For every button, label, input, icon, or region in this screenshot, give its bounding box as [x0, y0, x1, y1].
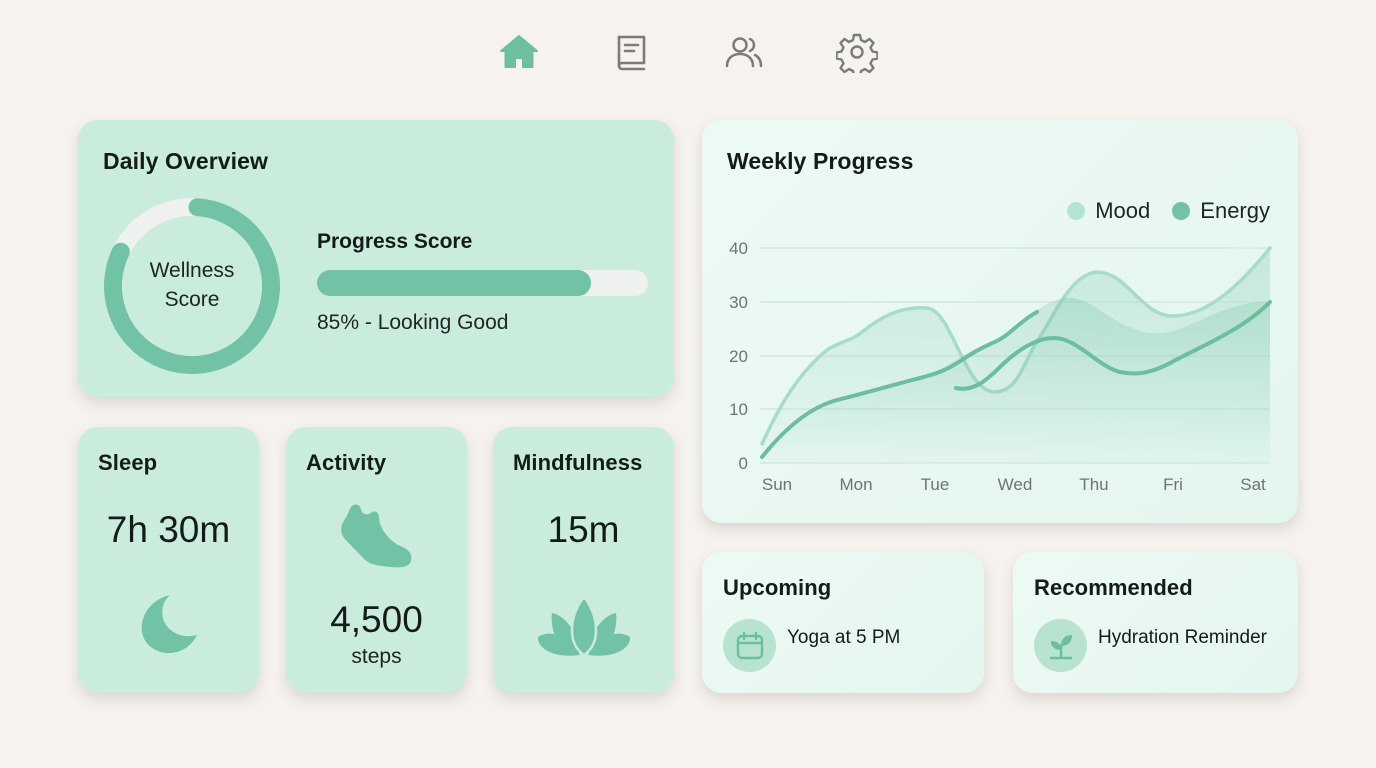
sleep-card[interactable]: Sleep 7h 30m [78, 427, 259, 693]
svg-text:Mon: Mon [839, 475, 872, 494]
calendar-icon [736, 631, 763, 659]
wellness-score-label: Wellness Score [102, 256, 282, 314]
progress-score-title: Progress Score [317, 230, 473, 253]
svg-text:Tue: Tue [921, 475, 950, 494]
home-icon [500, 35, 538, 68]
wellness-label-line1: Wellness [149, 259, 235, 282]
upcoming-title: Upcoming [723, 575, 832, 600]
progress-bar-fill [317, 270, 591, 296]
sprout-icon [1049, 634, 1072, 659]
energy-area [762, 297, 1270, 463]
legend-dot-mood [1067, 202, 1086, 220]
mindfulness-card[interactable]: Mindfulness 15m [493, 427, 674, 693]
svg-text:10: 10 [729, 400, 748, 419]
upcoming-item[interactable]: Yoga at 5 PM [787, 627, 901, 648]
chart-legend: Mood Energy [1045, 198, 1270, 224]
wellness-label-line2: Score [164, 288, 220, 311]
svg-text:Fri: Fri [1163, 475, 1183, 494]
svg-text:Thu: Thu [1079, 475, 1108, 494]
recommended-card[interactable]: Recommended Hydration Reminder [1013, 552, 1298, 693]
legend-item-energy[interactable]: Energy [1172, 198, 1270, 224]
sleep-value: 7h 30m [106, 509, 231, 550]
top-nav [0, 30, 1376, 76]
sleep-title: Sleep [98, 450, 158, 475]
svg-text:0: 0 [739, 454, 748, 473]
wellness-score-ring [104, 198, 280, 374]
legend-label-energy: Energy [1200, 198, 1270, 223]
legend-item-mood[interactable]: Mood [1067, 198, 1150, 224]
daily-overview-card[interactable]: Daily Overview Wellness Score Progress S… [78, 120, 674, 397]
weekly-progress-title: Weekly Progress [727, 148, 914, 174]
legend-dot-energy [1172, 202, 1191, 220]
mindfulness-value: 15m [547, 509, 620, 550]
y-axis-labels: 40 30 20 10 0 [729, 239, 748, 473]
mindfulness-title: Mindfulness [513, 450, 643, 475]
energy-line [760, 310, 1039, 459]
nav-home-button[interactable] [497, 30, 541, 74]
activity-card[interactable]: Activity 4,500 steps [286, 427, 467, 693]
x-axis-labels: Sun Mon Tue Wed Thu Fri Sat [762, 475, 1266, 494]
svg-text:Sat: Sat [1240, 475, 1266, 494]
nav-settings-button[interactable] [835, 30, 879, 74]
book-icon [617, 35, 646, 71]
weekly-progress-chart[interactable]: 40 30 20 10 0 Sun Mon Tue Wed Thu Fri Sa… [702, 120, 1298, 523]
recommended-title: Recommended [1034, 575, 1193, 600]
energy-line-b [954, 300, 1272, 391]
lotus-icon [538, 595, 630, 657]
activity-title: Activity [306, 450, 387, 475]
users-icon [725, 37, 763, 68]
recommended-item[interactable]: Hydration Reminder [1098, 627, 1267, 648]
calendar-icon-badge [723, 619, 776, 672]
svg-text:Sun: Sun [762, 475, 792, 494]
progress-score-text: 85% - Looking Good [317, 311, 509, 334]
weekly-progress-card[interactable]: Weekly Progress Mood Energy [702, 120, 1298, 523]
progress-bar [317, 270, 648, 296]
gear-icon [836, 33, 878, 73]
upcoming-card[interactable]: Upcoming Yoga at 5 PM [702, 552, 984, 693]
svg-text:40: 40 [729, 239, 748, 258]
daily-overview-title: Daily Overview [103, 148, 269, 174]
moon-icon [141, 595, 197, 654]
nav-journal-button[interactable] [610, 30, 654, 74]
nav-community-button[interactable] [722, 30, 766, 74]
shoe-icon [341, 504, 412, 568]
activity-value: 4,500 [330, 599, 423, 640]
svg-text:20: 20 [729, 347, 748, 366]
legend-label-mood: Mood [1095, 198, 1151, 223]
svg-text:Wed: Wed [998, 475, 1033, 494]
activity-unit: steps [351, 645, 402, 668]
svg-text:30: 30 [729, 293, 748, 312]
sprout-icon-badge [1034, 619, 1087, 672]
